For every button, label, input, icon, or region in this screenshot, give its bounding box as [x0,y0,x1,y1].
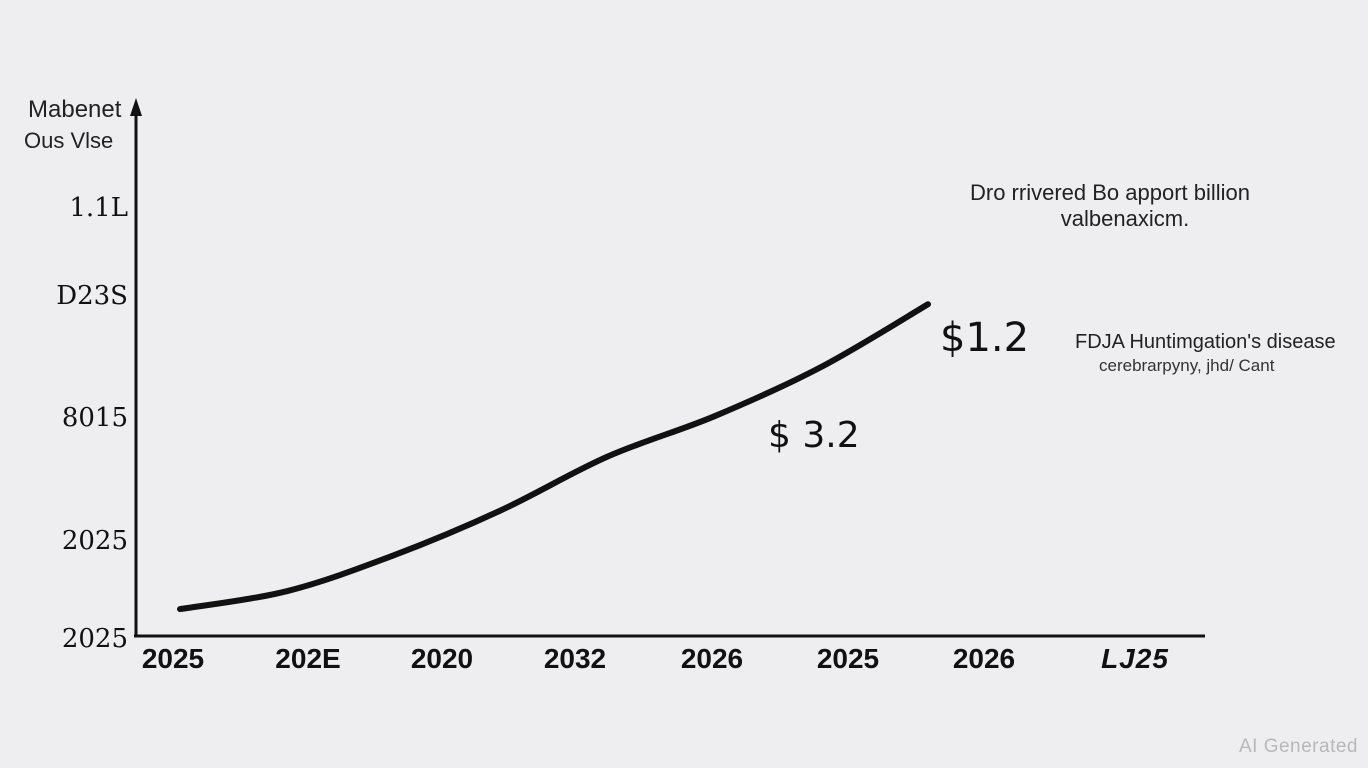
annotation-line: Dro rrivered Bo apport billion [969,180,1251,205]
annotation-line: cerebrarpyny, jhd/ Cant [1099,356,1275,375]
y-tick-label: 1.1L [69,193,128,223]
series-line [177,301,931,613]
watermark: AI Generated [1238,736,1358,757]
annotation-top-right: Dro rrivered Bo apport billion valbenaxi… [945,180,1275,233]
annotation-line: valbenaxicm. [1060,206,1190,232]
data-label-end: $1.2 [940,315,1030,361]
x-tick-label: 2020 [410,643,474,674]
data-label-mid: $ 3.2 [768,415,860,456]
y-axis-label-line-1: Mabenet [28,96,122,123]
x-tick-label: LJ25 [1101,643,1169,674]
annotation-side: FDJA Huntimgation's disease cerebrarpyny… [1075,330,1336,376]
y-axis-label-line-2: Ous Vlse [24,128,114,153]
x-tick-label: 2026 [680,643,744,674]
annotation-line: FDJA Huntimgation's disease [1075,331,1336,353]
y-tick-label: D23S [56,281,128,311]
x-tick-label: 2025 [816,643,880,674]
x-tick-label: 2032 [543,643,607,674]
y-tick-label: 2025 [61,526,128,556]
y-tick-label: 8015 [61,403,128,433]
x-tick-label: 2025 [141,643,205,674]
x-tick-label: 202E [275,643,341,674]
y-axis-arrow [130,98,142,116]
y-tick-label: 2025 [61,624,128,654]
x-tick-label: 2026 [952,643,1016,674]
